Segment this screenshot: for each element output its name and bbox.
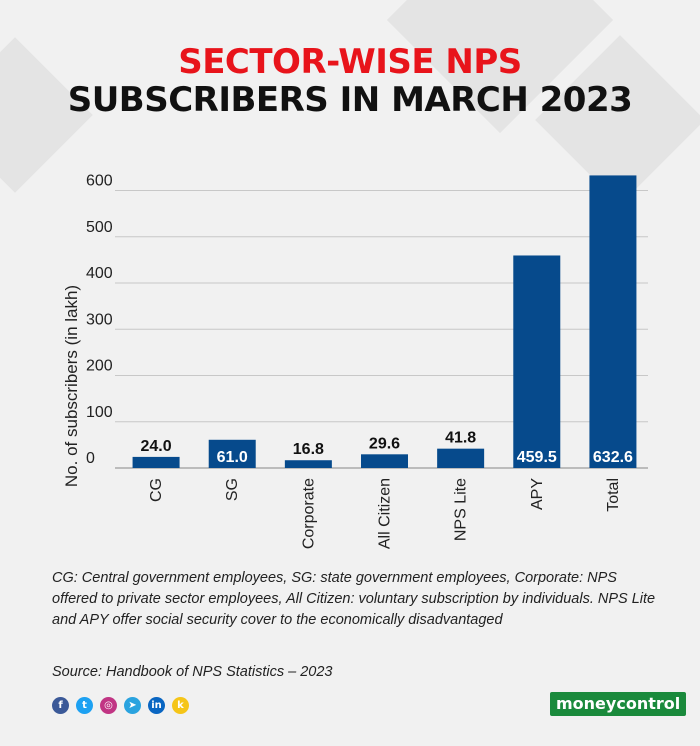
y-tick-label: 100 [86,404,113,421]
gridlines [115,190,648,469]
y-tick-label: 0 [86,450,95,467]
data-label: 41.8 [445,430,476,447]
x-tick-label: All Citizen [377,478,394,549]
bar-cg [132,456,180,468]
bar-apy [513,255,561,468]
data-label: 61.0 [217,449,248,466]
bar-nps-lite [437,448,485,468]
x-tick-label: NPS Lite [453,478,470,541]
instagram-icon[interactable]: ◎ [100,697,117,714]
y-axis-label: No. of subscribers (in lakh) [62,285,81,487]
x-tick-label: SG [224,478,241,501]
y-axis-ticks: 0 100 200 300 400 500 600 [86,173,113,468]
x-tick-label: Total [605,478,622,512]
telegram-icon[interactable]: ➤ [124,697,141,714]
data-label: 632.6 [593,449,633,466]
x-tick-label: Corporate [300,478,317,549]
x-tick-label: CG [148,478,165,502]
social-links: f t ◎ ➤ in k [52,697,189,714]
x-tick-label: APY [529,478,546,510]
y-tick-label: 500 [86,219,113,236]
data-label: 24.0 [141,438,172,455]
y-tick-label: 200 [86,358,113,375]
y-tick-label: 600 [86,173,113,190]
bars: 24.0 61.0 16.8 29.6 41.8 459.5 632.6 [132,175,637,469]
linkedin-icon[interactable]: in [148,697,165,714]
x-axis-ticks: CG SG Corporate All Citizen NPS Lite APY Total [148,478,622,549]
chart-title-line1: SECTOR-WISE NPS [178,42,522,82]
source-note: Source: Handbook of NPS Statistics – 202… [52,664,333,680]
y-tick-label: 400 [86,265,113,282]
chart-title-line2: SUBSCRIBERS IN MARCH 2023 [67,80,633,120]
twitter-icon[interactable]: t [76,697,93,714]
bar-chart: 0 100 200 300 400 500 600 No. of subscribers (… [62,173,648,549]
footnote: CG: Central government employees, SG: st… [52,570,656,628]
brand-logo: moneycontrol [550,692,687,716]
bar-all-citizen [361,454,408,468]
bar-corporate [284,460,332,468]
y-tick-label: 300 [86,311,113,328]
koo-icon[interactable]: k [172,697,189,714]
data-label: 29.6 [369,435,400,452]
facebook-icon[interactable]: f [52,697,69,714]
data-label: 459.5 [517,449,557,466]
bar-total [589,175,637,469]
bar-sg [208,439,256,468]
data-label: 16.8 [293,441,324,458]
